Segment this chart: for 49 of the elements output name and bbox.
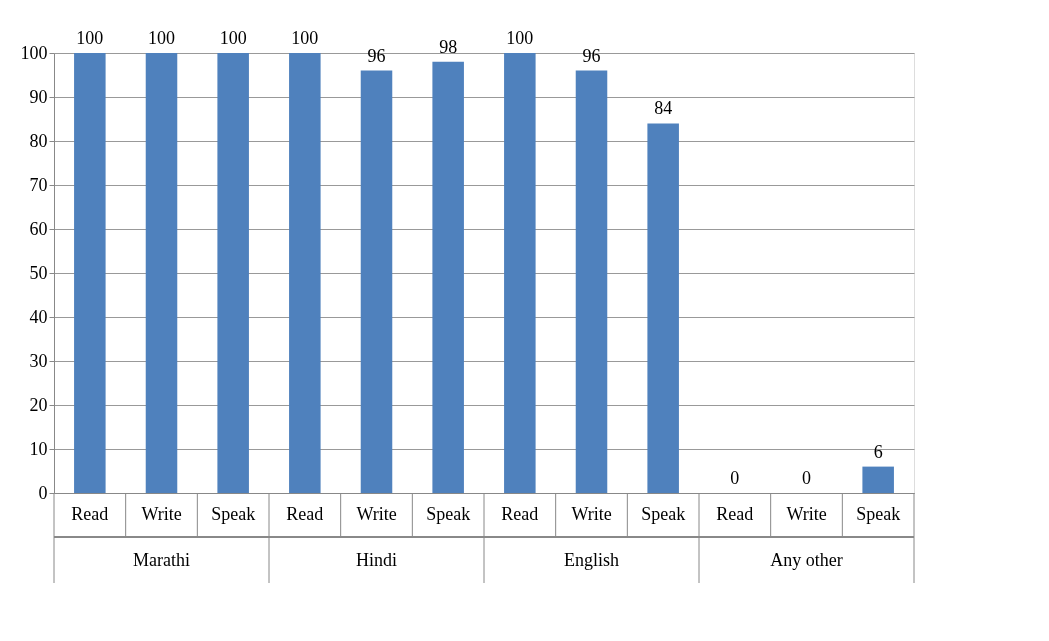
y-tick-label: 80 <box>29 130 48 151</box>
data-label: 96 <box>582 45 601 66</box>
x-tick-label: Read <box>501 504 539 524</box>
text: Any other <box>770 550 843 570</box>
data-label: 0 <box>802 468 811 488</box>
x-tick-label: Write <box>141 504 182 524</box>
y-tick-label: 40 <box>29 306 48 327</box>
y-tick-label: 60 <box>29 218 48 239</box>
y-tick-label: 50 <box>29 262 48 283</box>
bar <box>862 466 894 493</box>
bar <box>74 53 106 493</box>
y-tick-label: 70 <box>29 174 48 195</box>
text: Hindi <box>355 550 398 570</box>
data-label: 100 <box>219 28 247 48</box>
x-tick-label: Speak <box>856 504 901 524</box>
y-tick-label: 90 <box>29 86 48 107</box>
data-label: 96 <box>367 45 386 66</box>
bar <box>575 70 608 493</box>
text: Marathi <box>133 550 190 570</box>
data-label: 100 <box>76 28 104 48</box>
data-label: 100 <box>506 28 534 48</box>
bar <box>145 53 178 493</box>
y-tick-label: 30 <box>29 350 48 371</box>
bar <box>432 61 464 493</box>
x-tick-label: Write <box>356 504 397 524</box>
data-label: 84 <box>654 98 673 119</box>
data-label: 100 <box>148 28 175 48</box>
data-label: 98 <box>439 36 458 57</box>
data-label: 6 <box>873 441 883 462</box>
x-tick-label: Write <box>571 504 612 524</box>
x-tick-label: Read <box>286 504 324 524</box>
data-label: 0 <box>730 468 740 488</box>
bar <box>360 70 393 493</box>
y-tick-label: 10 <box>29 438 48 459</box>
text: English <box>563 550 620 570</box>
y-tick-label: 100 <box>20 42 48 63</box>
data-label: 100 <box>291 28 319 48</box>
x-tick-label: Speak <box>211 504 256 524</box>
bar <box>647 123 679 493</box>
x-tick-label: Speak <box>641 504 686 524</box>
y-tick-label: 0 <box>38 482 48 503</box>
bar <box>217 53 249 493</box>
x-tick-label: Read <box>716 504 754 524</box>
bar <box>504 53 536 493</box>
x-tick-label: Speak <box>426 504 471 524</box>
x-tick-label: Write <box>786 504 827 524</box>
y-tick-label: 20 <box>29 394 48 415</box>
x-tick-label: Read <box>71 504 109 524</box>
bar <box>289 53 321 493</box>
